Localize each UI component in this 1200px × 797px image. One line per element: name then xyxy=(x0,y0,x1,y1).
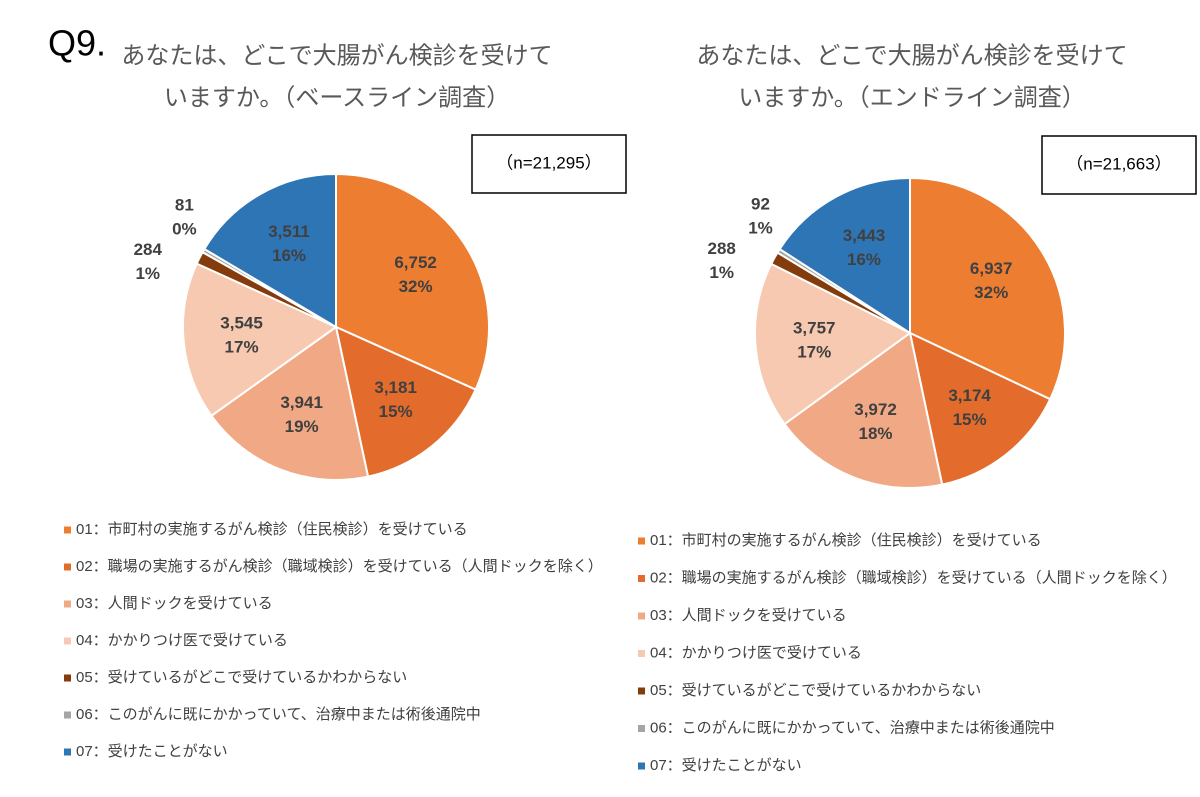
data-label: 3,174 xyxy=(948,386,991,405)
percent-label: 16% xyxy=(272,246,306,265)
chart-title: あなたは、どこで大腸がん検診を受けて xyxy=(696,42,1127,69)
percent-label: 16% xyxy=(847,250,881,269)
data-label: 3,757 xyxy=(793,318,836,337)
data-label: 284 xyxy=(134,240,163,259)
note: （n=21,295） xyxy=(496,153,601,172)
legend-label: 02：職場の実施するがん検診（職域検診）を受けている（人間ドックを除く） xyxy=(650,569,1177,586)
pie-slice xyxy=(202,172,337,329)
legend-label: 03：人間ドックを受けている xyxy=(76,595,273,612)
chart-title: あなたは、どこで大腸がん検診を受けて xyxy=(121,42,552,69)
data-label: 81 xyxy=(175,196,194,215)
data-label: 92 xyxy=(751,195,770,214)
chart-title: いますか。（ベースライン調査） xyxy=(164,84,510,111)
data-label: 3,972 xyxy=(854,400,897,419)
legend-label: 03：人間ドックを受けている xyxy=(650,607,847,624)
legend-label: 01：市町村の実施するがん検診（住民検診）を受けている xyxy=(76,521,468,538)
pie-slice xyxy=(783,331,944,489)
pie-slice xyxy=(909,176,1066,401)
percent-label: 17% xyxy=(225,338,259,357)
legend-swatch xyxy=(638,612,645,620)
legend-swatch xyxy=(64,674,71,682)
legend-label: 01：市町村の実施するがん検診（住民検診）を受けている xyxy=(650,532,1042,549)
legend-swatch xyxy=(64,600,71,608)
pie-slice xyxy=(335,172,490,391)
data-label: 3,511 xyxy=(268,222,310,241)
pie-slice xyxy=(754,262,912,426)
percent-label: 19% xyxy=(285,417,319,436)
pie-slice xyxy=(209,325,370,481)
data-label: 3,545 xyxy=(220,314,263,333)
legend-swatch xyxy=(638,537,645,545)
data-label: 3,941 xyxy=(280,393,323,412)
percent-label: 32% xyxy=(399,277,433,296)
data-label: 3,181 xyxy=(374,378,417,397)
legend-label: 05：受けているがどこで受けているかわからない xyxy=(76,669,407,686)
legend-label: 07：受けたことがない xyxy=(76,743,228,760)
data-label: 288 xyxy=(707,239,735,258)
note: （n=21,663） xyxy=(1066,154,1171,173)
legend-label: 02：職場の実施するがん検診（職域検診）を受けている（人間ドックを除く） xyxy=(76,558,603,575)
legend-swatch xyxy=(64,526,71,534)
note-box xyxy=(471,134,627,194)
legend-label: 07：受けたことがない xyxy=(650,757,802,774)
legend-swatch xyxy=(638,650,645,657)
question-number: Q9. xyxy=(48,23,106,64)
data-label: 6,937 xyxy=(970,259,1013,278)
legend-swatch xyxy=(638,575,645,582)
legend-swatch xyxy=(638,687,645,695)
pie-slice xyxy=(334,325,477,478)
percent-label: 15% xyxy=(379,402,413,421)
percent-label: 1% xyxy=(709,263,734,282)
legend-swatch xyxy=(64,711,71,719)
legend-label: 04：かかりつけ医で受けている xyxy=(76,632,288,649)
percent-label: 18% xyxy=(858,424,892,443)
pie-slice xyxy=(182,262,338,418)
legend-label: 06：このがんに既にかかっていて、治療中または術後通院中 xyxy=(76,705,481,723)
pie-slice xyxy=(908,331,1052,486)
percent-label: 17% xyxy=(797,342,831,361)
legend-swatch xyxy=(638,725,645,732)
legend-label: 06：このがんに既にかかっていて、治療中または術後通院中 xyxy=(650,718,1055,736)
legend-swatch xyxy=(638,762,645,770)
percent-label: 0% xyxy=(172,220,197,239)
percent-label: 15% xyxy=(953,410,987,429)
legend-label: 05：受けているがどこで受けているかわからない xyxy=(650,682,981,699)
percent-label: 1% xyxy=(135,264,160,283)
legend-swatch xyxy=(64,563,71,571)
data-label: 3,443 xyxy=(843,226,886,245)
data-label: 6,752 xyxy=(394,253,437,272)
chart-title: いますか。（エンドライン調査） xyxy=(738,84,1086,111)
legend-label: 04：かかりつけ医で受けている xyxy=(650,644,862,661)
legend-swatch xyxy=(64,637,71,645)
legend-swatch xyxy=(64,748,71,756)
percent-label: 1% xyxy=(748,219,773,238)
pie-slice xyxy=(778,176,911,335)
note-box xyxy=(1041,135,1197,195)
percent-label: 32% xyxy=(974,283,1008,302)
